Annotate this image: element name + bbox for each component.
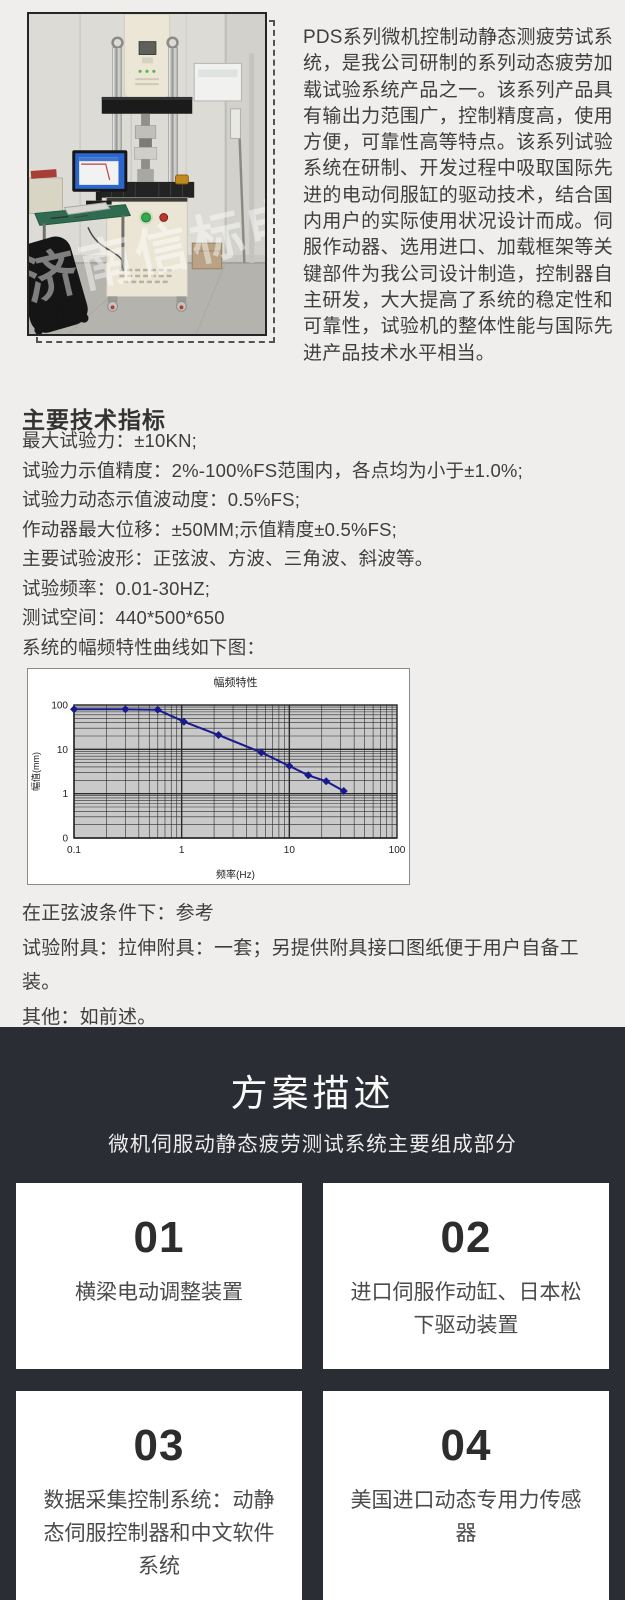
card-text: 进口伺服作动缸、日本松下驱动装置	[350, 1281, 582, 1337]
svg-text:10: 10	[57, 745, 69, 756]
svg-text:1: 1	[62, 789, 68, 800]
card-text: 横梁电动调整装置	[75, 1281, 243, 1304]
spec-item: 试验频率：0.01-30HZ;	[22, 577, 211, 599]
svg-text:频率(Hz): 频率(Hz)	[216, 868, 255, 881]
spec-item: 试验力示值精度：2%-100%FS范围内，各点均为小于±1.0%;	[22, 459, 523, 481]
note-item: 在正弦波条件下：参考	[22, 903, 215, 924]
card-number: 04	[440, 1421, 492, 1470]
svg-text:0.1: 0.1	[67, 845, 81, 856]
lab-scene-illustration: 济南信标电	[29, 14, 265, 334]
svg-text:100: 100	[389, 845, 406, 856]
spec-item: 最大试验力：±10KN;	[22, 430, 197, 451]
svg-text:幅值(mm): 幅值(mm)	[30, 752, 41, 791]
card-number: 01	[133, 1213, 185, 1262]
solution-subtitle: 微机伺服动静态疲劳测试系统主要组成部分	[108, 1133, 517, 1156]
card-text: 数据采集控制系统：动静态伺服控制器和中文软件系统	[43, 1489, 275, 1578]
solution-card-02: 02 进口伺服作动缸、日本松下驱动装置	[323, 1183, 609, 1369]
spec-item: 试验力动态示值波动度：0.5%FS;	[22, 489, 301, 510]
card-number: 02	[440, 1213, 492, 1262]
solution-card-03: 03 数据采集控制系统：动静态伺服控制器和中文软件系统	[16, 1391, 302, 1600]
svg-text:1: 1	[179, 845, 185, 856]
solution-title: 方案描述	[230, 1073, 395, 1114]
solution-section: 方案描述 微机伺服动静态疲劳测试系统主要组成部分 01 横梁电动调整装置 02 …	[0, 1027, 625, 1600]
specs-heading: 主要技术指标	[22, 407, 166, 434]
product-photo: 济南信标电	[27, 12, 267, 336]
frequency-response-chart: 0.1 1 10 100 100 10 1 0 幅频特性 频率(Hz) 幅值(mm)	[27, 668, 410, 885]
spec-item: 系统的幅频特性曲线如下图：	[22, 636, 266, 658]
card-text: 美国进口动态专用力传感器	[350, 1489, 582, 1545]
note-item: 试验附具：拉伸附具：一套；另提供附具接口图纸便于用户自备工装。	[22, 937, 579, 994]
svg-text:幅频特性: 幅频特性	[214, 675, 258, 689]
svg-text:100: 100	[51, 701, 68, 712]
solution-card-04: 04 美国进口动态专用力传感器	[323, 1391, 609, 1600]
notes-list: 在正弦波条件下：参考 试验附具：拉伸附具：一套；另提供附具接口图纸便于用户自备工…	[22, 897, 614, 1035]
svg-text:0: 0	[62, 834, 68, 845]
svg-text:10: 10	[284, 845, 296, 856]
card-number: 03	[133, 1421, 185, 1470]
intro-paragraph: PDS系列微机控制动静态测疲劳试系统，是我公司研制的系列动态疲劳加载试验系统产品…	[303, 27, 613, 364]
solution-card-01: 01 横梁电动调整装置	[16, 1183, 302, 1369]
specs-list: 最大试验力：±10KN; 试验力示值精度：2%-100%FS范围内，各点均为小于…	[22, 426, 614, 662]
spec-item: 作动器最大位移：±50MM;示值精度±0.5%FS;	[22, 518, 397, 540]
note-item: 其他：如前述。	[22, 1006, 157, 1028]
spec-item: 测试空间：440*500*650	[22, 607, 225, 628]
solution-cards-grid: 01 横梁电动调整装置 02 进口伺服作动缸、日本松下驱动装置 03 数据采集控…	[16, 1183, 609, 1600]
spec-item: 主要试验波形：正弦波、方波、三角波、斜波等。	[22, 548, 434, 569]
